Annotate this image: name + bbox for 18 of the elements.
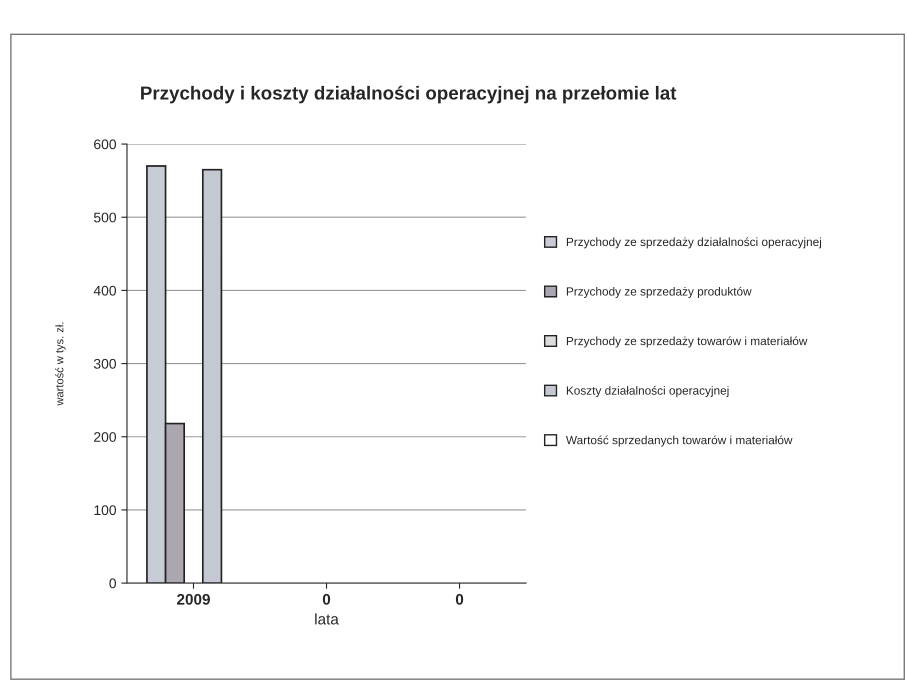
y-tick-label: 400	[94, 286, 116, 296]
legend-label: Wartość sprzedanych towarów i materiałów	[566, 435, 793, 447]
y-tick-label: 200	[94, 432, 116, 442]
y-tick-label: 0	[109, 578, 116, 588]
legend-label: Przychody ze sprzedaży produktów	[566, 286, 752, 298]
x-tick-label: 0	[322, 594, 330, 605]
chart-title: Przychody i koszty działalności operacyjnej na przełomie lat	[141, 86, 676, 104]
y-tick-label: 600	[94, 139, 116, 150]
y-axis-title: wartość w tys. zł.	[55, 322, 66, 406]
legend-label: Przychody ze sprzedaży działalności operacyjnej	[566, 237, 822, 248]
y-tick-label: 100	[94, 505, 116, 516]
legend-label: Przychody ze sprzedaży towarów i materiałów	[566, 336, 808, 348]
legend-label: Koszty działalności operacyjnej	[566, 386, 729, 398]
y-tick-label: 300	[94, 358, 116, 369]
x-axis-title: lata	[315, 613, 339, 625]
y-tick-label: 500	[94, 212, 116, 222]
x-tick-label: 0	[456, 594, 464, 605]
x-tick-label: 2009	[177, 594, 210, 605]
